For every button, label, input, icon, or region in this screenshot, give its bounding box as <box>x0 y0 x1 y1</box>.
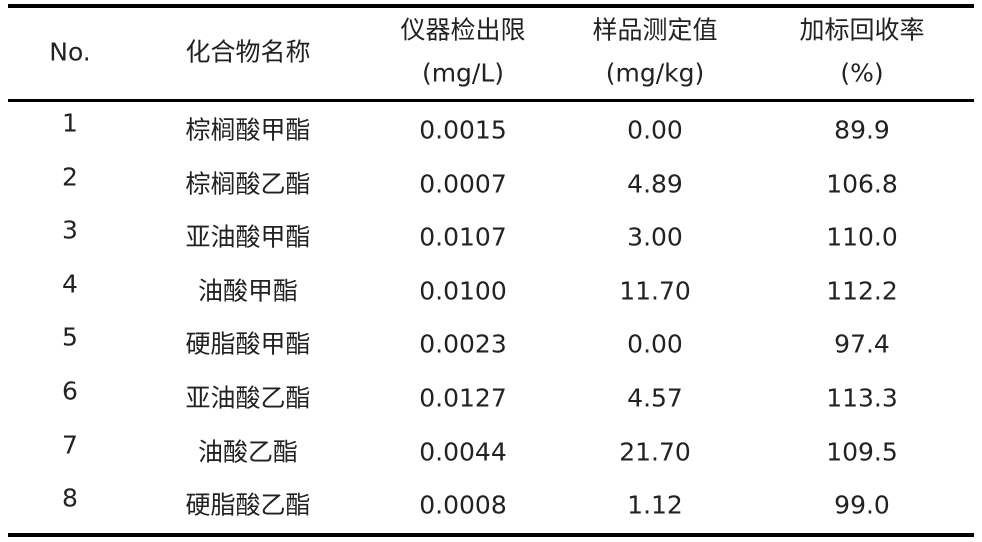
row-number: 7 <box>62 430 78 460</box>
table-cell: 油酸乙酯 <box>197 437 299 467</box>
table-cell: 11.70 <box>619 276 691 306</box>
table-cell: 0.0107 <box>419 222 507 252</box>
bottom-rule <box>8 533 974 537</box>
header-cell: 样品测定值 <box>592 15 718 45</box>
row-number: 5 <box>62 322 78 352</box>
table-cell: 硬脂酸乙酯 <box>185 490 311 520</box>
table-cell: 亚油酸乙酯 <box>185 383 311 413</box>
table-cell: 110.0 <box>826 222 898 252</box>
row-number: 4 <box>62 269 78 299</box>
header-cell: 化合物名称 <box>185 37 311 67</box>
top-rule <box>8 4 974 8</box>
table-cell: 0.0023 <box>419 329 507 359</box>
row-number: 8 <box>62 483 78 513</box>
row-number: 6 <box>62 376 78 406</box>
table-cell: 0.00 <box>627 329 683 359</box>
table-cell: 0.0008 <box>419 490 507 520</box>
header-cell: (%) <box>840 58 884 88</box>
table-cell: 0.0044 <box>419 437 507 467</box>
row-number: 2 <box>62 162 78 192</box>
table-cell: 1.12 <box>627 490 683 520</box>
table-cell: 棕榈酸甲酯 <box>185 115 311 145</box>
row-number: 1 <box>62 108 78 138</box>
table-cell: 89.9 <box>834 115 890 145</box>
table-cell: 106.8 <box>826 169 898 199</box>
table-cell: 油酸甲酯 <box>197 276 299 306</box>
header-rule <box>8 99 974 102</box>
table-cell: 4.57 <box>627 383 683 413</box>
table-cell: 亚油酸甲酯 <box>185 222 311 252</box>
table-cell: 4.89 <box>627 169 683 199</box>
table-cell: 0.0100 <box>419 276 507 306</box>
header-cell: 仪器检出限 <box>400 15 526 45</box>
table-cell: 97.4 <box>834 329 890 359</box>
header-cell: No. <box>49 37 91 67</box>
header-cell: (mg/kg) <box>605 58 705 88</box>
row-number: 3 <box>62 215 78 245</box>
table-cell: 3.00 <box>627 222 683 252</box>
table-cell: 棕榈酸乙酯 <box>185 169 311 199</box>
table-cell: 99.0 <box>834 490 890 520</box>
header-cell: (mg/L) <box>421 58 505 88</box>
header-cell: 加标回收率 <box>799 15 925 45</box>
table-cell: 21.70 <box>619 437 691 467</box>
table-cell: 硬脂酸甲酯 <box>185 329 311 359</box>
table-cell: 0.0127 <box>419 383 507 413</box>
table-cell: 112.2 <box>826 276 898 306</box>
table-cell: 0.00 <box>627 115 683 145</box>
table-cell: 109.5 <box>826 437 898 467</box>
table-cell: 0.0007 <box>419 169 507 199</box>
table-cell: 0.0015 <box>419 115 507 145</box>
table-cell: 113.3 <box>826 383 898 413</box>
